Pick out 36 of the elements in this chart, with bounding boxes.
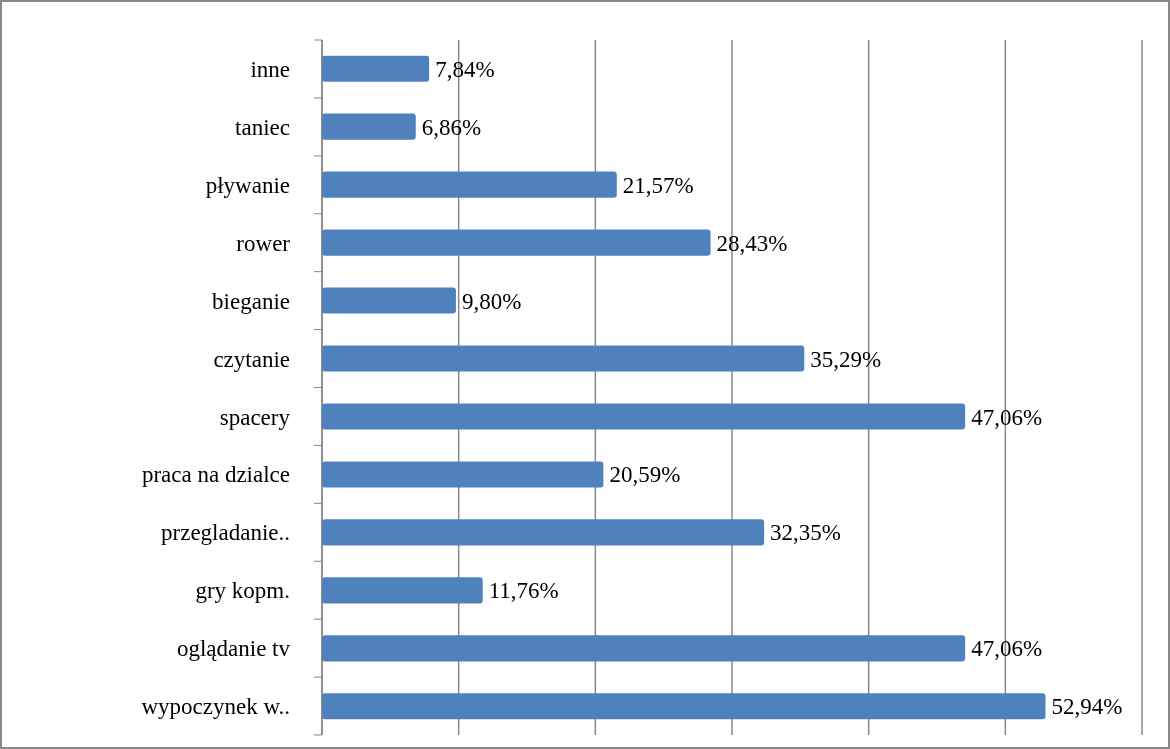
y-tick-label: spacery (219, 404, 291, 430)
y-tick-label: czytanie (213, 346, 290, 372)
data-label: 7,84% (435, 56, 495, 82)
bar (322, 287, 456, 314)
bar (322, 229, 711, 256)
y-tick-label: oglądanie tv (176, 636, 291, 662)
y-tick-label: inne (250, 56, 290, 82)
y-tick-label: bieganie (212, 288, 290, 314)
bar (322, 635, 966, 662)
y-tick-label: taniec (235, 114, 290, 140)
data-label: 52,94% (1051, 694, 1123, 720)
data-label: 9,80% (461, 288, 522, 314)
bar (322, 55, 430, 82)
y-tick-label: gry kopm. (195, 578, 290, 604)
data-label: 6,86% (421, 114, 482, 140)
bar (322, 345, 805, 372)
bar (322, 519, 765, 546)
y-tick-label: praca na dzialce (141, 462, 290, 488)
bar (322, 113, 416, 140)
y-tick-label: pływanie (205, 172, 290, 198)
data-label: 47,06% (971, 404, 1043, 430)
data-label: 32,35% (770, 520, 842, 546)
data-label: 20,59% (609, 462, 681, 488)
bar (322, 403, 966, 430)
data-label: 35,29% (810, 346, 882, 372)
y-tick-label: rower (236, 230, 291, 256)
bar (322, 171, 617, 198)
data-label: 21,57% (622, 172, 694, 198)
data-label: 47,06% (971, 636, 1043, 662)
bar (322, 693, 1046, 720)
y-tick-label: wypoczynek w.. (141, 694, 290, 720)
data-label: 11,76% (488, 578, 559, 604)
bar (322, 461, 604, 488)
y-tick-label: przegladanie.. (161, 520, 290, 546)
bar (322, 577, 483, 604)
data-label: 28,43% (716, 230, 788, 256)
